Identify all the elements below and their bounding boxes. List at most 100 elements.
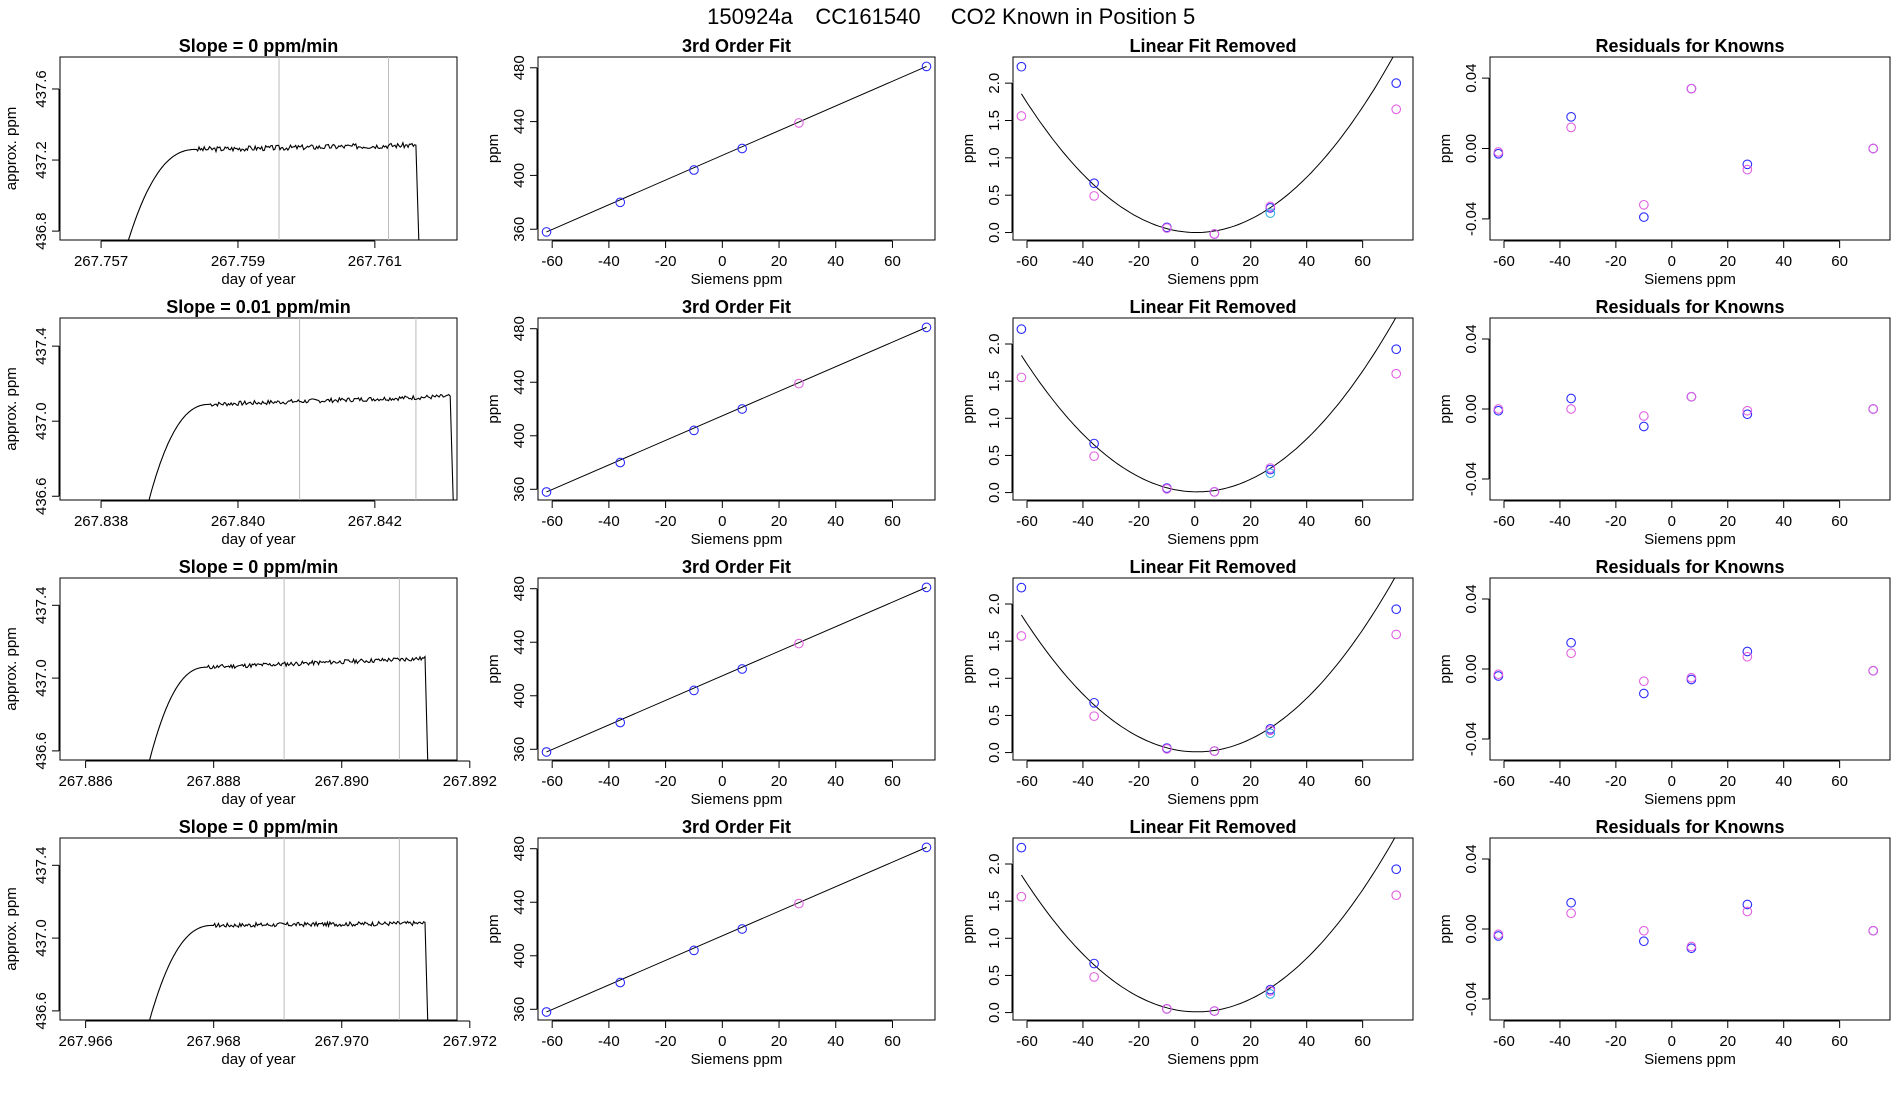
panel-fit-row1-x-axis-label: Siemens ppm bbox=[691, 271, 783, 288]
panel-lin-row2-x-tick-label: 40 bbox=[1298, 513, 1315, 530]
panel-time-row2-frame bbox=[59, 317, 458, 501]
panel-lin-row3-y-tick-label: 0.5 bbox=[986, 705, 1003, 726]
panel-time-row4-y-tick-label: 437.0 bbox=[33, 919, 50, 957]
panel-fit-row3-point-blue bbox=[689, 685, 699, 696]
panel-lin-row1-y-tick-label: 1.5 bbox=[986, 110, 1003, 131]
panel-res-row4-point-blue bbox=[1742, 899, 1753, 910]
panel-lin-row4-point-magenta bbox=[1161, 1004, 1172, 1014]
panel-lin-row2-point-magenta bbox=[1016, 372, 1027, 383]
panel-lin-row2-y-axis-label: ppm bbox=[960, 394, 977, 423]
panel-res-row2-point-magenta bbox=[1493, 404, 1504, 414]
panel-fit-row2-frame bbox=[537, 317, 936, 501]
panel-fit-row1-y-tick-label: 440 bbox=[511, 109, 528, 134]
panel-fit-row1-title: 3rd Order Fit bbox=[682, 36, 791, 56]
panel-lin-row1-point-magenta bbox=[1209, 229, 1220, 239]
panel-res-row3-title: Residuals for Knowns bbox=[1595, 557, 1784, 577]
panel-lin-row4-y-tick-label: 2.0 bbox=[986, 854, 1003, 875]
panel-res-row1-point-magenta bbox=[1742, 164, 1753, 175]
panel-lin-row1-title: Linear Fit Removed bbox=[1129, 36, 1296, 56]
panel-lin-row2-point-blue bbox=[1016, 324, 1027, 334]
panel-res-row2-y-tick-label: 0.04 bbox=[1463, 324, 1480, 353]
panel-res-row3: Residuals for Knowns -60 -40 -20 0 20 40 60 Siem… bbox=[1437, 557, 1891, 808]
panel-time-row3-concentration-trace bbox=[149, 655, 429, 760]
panel-time-row3-y-tick-label: 437.4 bbox=[33, 587, 50, 625]
panel-lin-row4-point-blue bbox=[1089, 958, 1099, 969]
panel-res-row4-x-axis-label: Siemens ppm bbox=[1644, 1051, 1736, 1068]
panel-lin-row1-x-tick-label: 60 bbox=[1354, 253, 1371, 270]
panel-lin-row3-point-magenta bbox=[1089, 711, 1099, 722]
panel-fit-row3-x-tick-label: -60 bbox=[541, 773, 563, 790]
panel-fit-row1-plot-area bbox=[541, 61, 932, 237]
panel-res-row4-point-blue bbox=[1638, 936, 1649, 947]
panel-lin-row1-point-magenta bbox=[1161, 223, 1172, 233]
panel-fit-row4-x-tick-label: 20 bbox=[771, 1033, 788, 1050]
panel-time-row4-x-tick-label: 267.970 bbox=[315, 1033, 369, 1050]
panel-res-row1-point-blue bbox=[1566, 111, 1576, 122]
panel-fit-row1-x-tick-label: -60 bbox=[541, 253, 563, 270]
panel-lin-row4-y-tick-label: 0.0 bbox=[986, 1002, 1003, 1023]
panel-lin-row1-y-axis-label: ppm bbox=[960, 134, 977, 163]
panel-time-row3-x-tick-label: 267.890 bbox=[315, 773, 369, 790]
panel-time-row3-title: Slope = 0 ppm/min bbox=[179, 557, 339, 577]
panel-lin-row1-fit-curve bbox=[1020, 57, 1394, 233]
panel-lin-row3-fit-curve bbox=[1020, 578, 1396, 753]
panel-lin-row1-x-tick-label: 40 bbox=[1298, 253, 1315, 270]
panel-time-row3-y-tick-label: 437.0 bbox=[33, 659, 50, 697]
panel-res-row3-y-tick-label: -0.04 bbox=[1463, 722, 1480, 756]
panel-res-row2-title: Residuals for Knowns bbox=[1595, 297, 1784, 317]
panel-lin-row2-x-tick-label: 20 bbox=[1242, 513, 1259, 530]
panel-time-row3-x-tick-label: 267.886 bbox=[58, 773, 112, 790]
panel-res-row1-x-tick-label: 60 bbox=[1831, 253, 1848, 270]
panel-res-row2-point-magenta bbox=[1686, 391, 1697, 402]
panel-lin-row1-point-blue bbox=[1016, 61, 1027, 72]
panel-res-row1-x-tick-label: 40 bbox=[1775, 253, 1792, 270]
panel-res-row2-y-tick-label: 0.00 bbox=[1463, 394, 1480, 423]
panel-fit-row4-x-tick-label: -40 bbox=[598, 1033, 620, 1050]
panel-res-row1-x-tick-label: 0 bbox=[1668, 253, 1676, 270]
panel-res-row4-x-tick-label: -60 bbox=[1493, 1033, 1515, 1050]
panel-lin-row3: Linear Fit Removed -60 -40 -20 0 20 40 60 Siemen… bbox=[960, 557, 1414, 808]
panel-lin-row2-y-tick-label: 2.0 bbox=[986, 334, 1003, 355]
panel-time-row1-y-tick-label: 437.2 bbox=[33, 141, 50, 179]
panel-res-row3-point-magenta bbox=[1566, 648, 1576, 659]
panel-lin-row2-point-magenta bbox=[1161, 484, 1172, 494]
panel-fit-row4-x-tick-label: 0 bbox=[718, 1033, 726, 1050]
panel-time-row1-x-tick-label: 267.761 bbox=[348, 253, 402, 270]
panel-fit-row3-x-tick-label: -20 bbox=[655, 773, 677, 790]
figure-title: 150924a CC161540 CO2 Known in Position 5 bbox=[707, 4, 1195, 29]
panel-time-row2-x-tick-label: 267.842 bbox=[348, 513, 402, 530]
panel-res-row2-y-axis-label: ppm bbox=[1437, 394, 1454, 423]
panel-fit-row1-point-blue bbox=[737, 143, 748, 154]
panel-res-row2-point-magenta bbox=[1566, 404, 1576, 414]
panel-time-row4-x-axis-label: day of year bbox=[221, 1051, 295, 1068]
panel-fit-row4-point-magenta bbox=[794, 898, 804, 909]
panel-fit-row4-x-axis-label: Siemens ppm bbox=[691, 1051, 783, 1068]
panel-fit-row3-point-blue bbox=[921, 582, 932, 593]
panel-fit-row1-x-tick-label: -20 bbox=[655, 253, 677, 270]
panel-lin-row3-frame bbox=[1012, 577, 1414, 761]
panel-time-row4-concentration-trace bbox=[149, 920, 429, 1020]
panel-res-row1-x-tick-label: -40 bbox=[1549, 253, 1571, 270]
panel-lin-row4-x-tick-label: 60 bbox=[1354, 1033, 1371, 1050]
panel-time-row3-x-tick-label: 267.892 bbox=[443, 773, 497, 790]
panel-res-row1-point-magenta bbox=[1686, 83, 1697, 94]
panel-lin-row2-point-magenta bbox=[1209, 486, 1220, 497]
panel-res-row1-point-blue bbox=[1742, 159, 1753, 170]
panel-time-row3-plot-area bbox=[149, 578, 429, 760]
panel-res-row4-x-tick-label: 20 bbox=[1719, 1033, 1736, 1050]
panel-fit-row2-x-axis-label: Siemens ppm bbox=[691, 531, 783, 548]
panel-res-row4-point-magenta bbox=[1686, 941, 1697, 952]
panel-res-row3-plot-area bbox=[1493, 637, 1879, 699]
panel-fit-row2-point-blue bbox=[921, 322, 932, 333]
panel-res-row1-frame bbox=[1489, 56, 1891, 241]
panel-lin-row1-x-tick-label: 20 bbox=[1242, 253, 1259, 270]
panel-res-row3-y-tick-label: 0.00 bbox=[1463, 654, 1480, 683]
panel-time-row3-y-tick-label: 436.6 bbox=[33, 732, 50, 770]
panel-time-row2-x-tick-label: 267.838 bbox=[74, 513, 128, 530]
panel-fit-row2-x-tick-label: 0 bbox=[718, 513, 726, 530]
panel-fit-row2-y-tick-label: 360 bbox=[511, 477, 528, 502]
panel-fit-row3-frame bbox=[537, 577, 936, 761]
panel-res-row4-point-blue bbox=[1566, 897, 1576, 908]
figure-title-description: CO2 Known in Position 5 bbox=[951, 4, 1196, 29]
panel-res-row2-point-magenta bbox=[1638, 411, 1649, 421]
